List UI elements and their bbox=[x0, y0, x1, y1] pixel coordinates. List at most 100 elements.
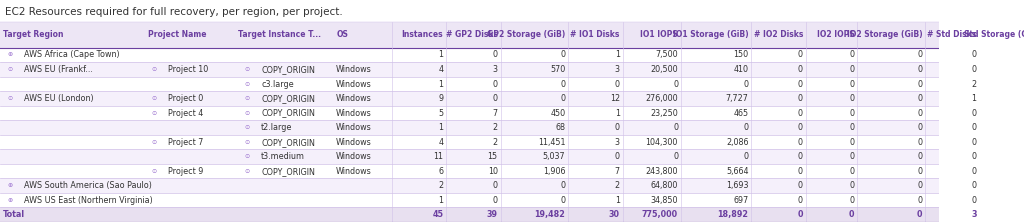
Text: COPY_ORIGIN: COPY_ORIGIN bbox=[261, 109, 315, 118]
Text: 0: 0 bbox=[918, 50, 923, 59]
Text: 0: 0 bbox=[850, 79, 855, 89]
Text: 276,000: 276,000 bbox=[645, 94, 678, 103]
Text: 104,300: 104,300 bbox=[646, 138, 678, 147]
Bar bbox=[0, 164, 939, 178]
Text: 5,664: 5,664 bbox=[726, 167, 749, 176]
Text: 15: 15 bbox=[487, 152, 498, 161]
Text: 0: 0 bbox=[798, 65, 803, 74]
Text: Windows: Windows bbox=[336, 65, 372, 74]
Text: GP2 Storage (GiB): GP2 Storage (GiB) bbox=[487, 30, 565, 40]
Text: 7: 7 bbox=[614, 167, 620, 176]
Text: AWS South America (Sao Paulo): AWS South America (Sao Paulo) bbox=[25, 181, 153, 190]
Text: 7,500: 7,500 bbox=[655, 50, 678, 59]
Text: ⊙: ⊙ bbox=[152, 111, 157, 116]
Text: ⊙: ⊙ bbox=[7, 96, 12, 101]
Text: 3: 3 bbox=[614, 65, 620, 74]
Text: 11: 11 bbox=[433, 152, 443, 161]
Text: IO2 IOPS: IO2 IOPS bbox=[817, 30, 855, 40]
Text: COPY_ORIGIN: COPY_ORIGIN bbox=[261, 65, 315, 74]
Text: t2.large: t2.large bbox=[261, 123, 293, 132]
Text: ⊙: ⊙ bbox=[244, 81, 250, 87]
Text: EC2 Resources required for full recovery, per region, per project.: EC2 Resources required for full recovery… bbox=[5, 7, 342, 17]
Text: 64,800: 64,800 bbox=[650, 181, 678, 190]
Text: 39: 39 bbox=[486, 210, 498, 219]
Text: 450: 450 bbox=[550, 109, 565, 118]
Text: AWS EU (Frankf...: AWS EU (Frankf... bbox=[25, 65, 93, 74]
Bar bbox=[0, 120, 939, 135]
Text: Windows: Windows bbox=[336, 152, 372, 161]
Text: 1: 1 bbox=[614, 196, 620, 205]
Text: Total: Total bbox=[3, 210, 25, 219]
Text: Project 4: Project 4 bbox=[168, 109, 204, 118]
Text: 1: 1 bbox=[614, 50, 620, 59]
Text: 0: 0 bbox=[918, 109, 923, 118]
Text: 18,892: 18,892 bbox=[718, 210, 749, 219]
Text: Windows: Windows bbox=[336, 167, 372, 176]
Text: Windows: Windows bbox=[336, 109, 372, 118]
Text: COPY_ORIGIN: COPY_ORIGIN bbox=[261, 167, 315, 176]
Text: ⊙: ⊙ bbox=[244, 67, 250, 72]
Text: 0: 0 bbox=[972, 167, 977, 176]
Text: 3: 3 bbox=[493, 65, 498, 74]
Text: 4: 4 bbox=[438, 65, 443, 74]
Text: 3: 3 bbox=[614, 138, 620, 147]
Text: 200: 200 bbox=[1023, 210, 1024, 219]
Text: 0: 0 bbox=[918, 181, 923, 190]
Text: Target Instance T...: Target Instance T... bbox=[238, 30, 321, 40]
Text: 34,850: 34,850 bbox=[650, 196, 678, 205]
Text: 2: 2 bbox=[972, 79, 977, 89]
Text: 7: 7 bbox=[493, 109, 498, 118]
Text: ⊕: ⊕ bbox=[7, 52, 12, 57]
Text: 0: 0 bbox=[918, 79, 923, 89]
Text: COPY_ORIGIN: COPY_ORIGIN bbox=[261, 94, 315, 103]
Text: Instances: Instances bbox=[401, 30, 443, 40]
Text: 0: 0 bbox=[798, 50, 803, 59]
Text: 0: 0 bbox=[850, 94, 855, 103]
Text: 2: 2 bbox=[614, 181, 620, 190]
Text: 0: 0 bbox=[972, 152, 977, 161]
Text: 6: 6 bbox=[438, 167, 443, 176]
Text: Windows: Windows bbox=[336, 123, 372, 132]
Text: 0: 0 bbox=[850, 50, 855, 59]
Text: # GP2 Disks: # GP2 Disks bbox=[445, 30, 498, 40]
Text: 0: 0 bbox=[972, 109, 977, 118]
Text: OS: OS bbox=[336, 30, 348, 40]
Text: Project 0: Project 0 bbox=[168, 94, 204, 103]
Text: 1: 1 bbox=[438, 196, 443, 205]
Text: Project Name: Project Name bbox=[148, 30, 207, 40]
Text: Windows: Windows bbox=[336, 138, 372, 147]
Text: 150: 150 bbox=[733, 50, 749, 59]
Text: 4: 4 bbox=[438, 138, 443, 147]
Bar bbox=[0, 48, 939, 62]
Text: 0: 0 bbox=[850, 152, 855, 161]
Text: Project 9: Project 9 bbox=[168, 167, 204, 176]
Text: IO1 Storage (GiB): IO1 Storage (GiB) bbox=[673, 30, 749, 40]
Bar bbox=[0, 22, 939, 48]
Bar bbox=[0, 91, 939, 106]
Text: 0: 0 bbox=[850, 138, 855, 147]
Text: 0: 0 bbox=[918, 167, 923, 176]
Text: 0: 0 bbox=[850, 109, 855, 118]
Bar bbox=[0, 178, 939, 193]
Text: ⊙: ⊙ bbox=[152, 140, 157, 145]
Text: 0: 0 bbox=[798, 167, 803, 176]
Text: ⊙: ⊙ bbox=[7, 67, 12, 72]
Text: 1: 1 bbox=[614, 109, 620, 118]
Text: 0: 0 bbox=[972, 138, 977, 147]
Text: IO2 Storage (GiB): IO2 Storage (GiB) bbox=[847, 30, 923, 40]
Text: 0: 0 bbox=[850, 123, 855, 132]
Text: 0: 0 bbox=[798, 210, 803, 219]
Text: 0: 0 bbox=[918, 123, 923, 132]
Text: ⊙: ⊙ bbox=[152, 169, 157, 174]
Text: 0: 0 bbox=[798, 181, 803, 190]
Text: # Std Disks: # Std Disks bbox=[928, 30, 977, 40]
Text: 1: 1 bbox=[438, 79, 443, 89]
Bar bbox=[0, 149, 939, 164]
Text: 0: 0 bbox=[743, 79, 749, 89]
Text: 10: 10 bbox=[487, 167, 498, 176]
Text: t3.medium: t3.medium bbox=[261, 152, 305, 161]
Text: Target Region: Target Region bbox=[3, 30, 63, 40]
Text: 0: 0 bbox=[972, 50, 977, 59]
Text: 0: 0 bbox=[972, 181, 977, 190]
Text: 0: 0 bbox=[918, 152, 923, 161]
